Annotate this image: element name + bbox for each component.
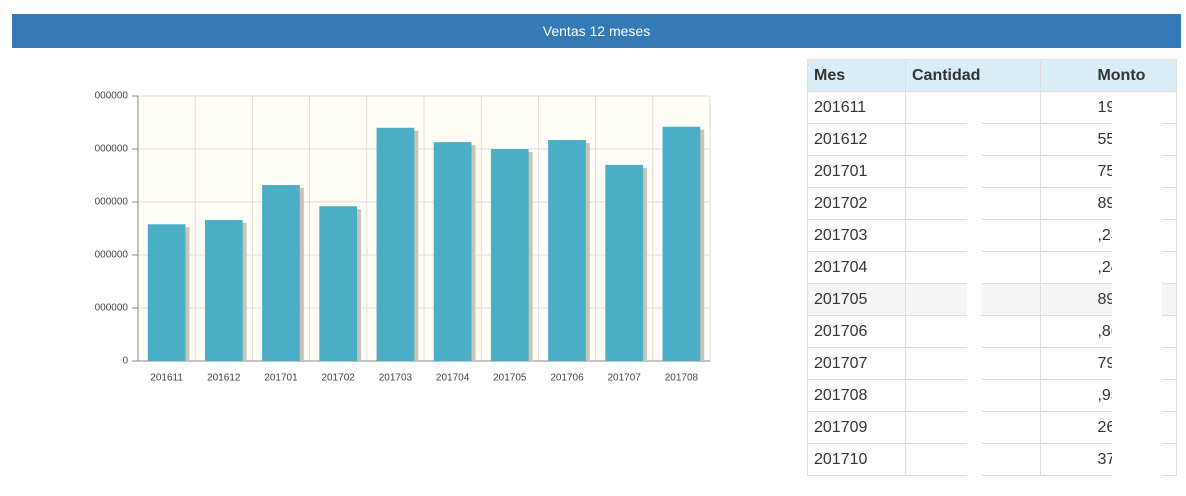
table-cell: 201611 [807, 91, 906, 124]
header-bar: Ventas 12 meses [12, 14, 1181, 48]
x-tick-label: 201707 [608, 373, 642, 384]
y-tick-label: 000000 [95, 144, 129, 155]
bar [147, 224, 186, 361]
bar [433, 142, 472, 361]
x-tick-label: 201612 [207, 373, 241, 384]
y-tick-label: 000000 [95, 250, 129, 261]
bar [376, 127, 415, 361]
overlay-mask [967, 92, 981, 488]
overlay-mask [1112, 92, 1162, 488]
table-cell: 201705 [807, 283, 906, 316]
y-tick-label: 000000 [95, 91, 129, 102]
bar [204, 220, 243, 361]
table-cell: 201703 [807, 219, 906, 252]
table-cell: 201707 [807, 347, 906, 380]
bar [262, 185, 300, 361]
bar [490, 149, 529, 361]
table-cell: 201612 [807, 123, 906, 156]
x-tick-label: 201703 [379, 373, 413, 384]
x-tick-label: 201611 [150, 373, 183, 384]
x-tick-label: 201704 [436, 373, 470, 384]
table-cell: 201701 [807, 155, 906, 188]
x-tick-label: 201708 [665, 373, 699, 384]
table-cell: 201709 [807, 411, 906, 444]
y-tick-label: 0 [122, 356, 128, 367]
table-cell: 201706 [807, 315, 906, 348]
column-header: Mes [807, 59, 906, 92]
table-cell: 201710 [807, 443, 906, 476]
x-tick-label: 201701 [264, 373, 298, 384]
column-header: Monto [1040, 59, 1178, 92]
table-cell: 201702 [807, 187, 906, 220]
bar [605, 164, 644, 361]
table-row: 2017052896 [807, 283, 1178, 316]
table-cell: 201708 [807, 379, 906, 412]
column-header: Cantidad [904, 59, 1042, 92]
bar [319, 206, 358, 361]
bar [548, 139, 586, 361]
y-tick-label: 000000 [95, 197, 129, 208]
x-tick-label: 201705 [493, 373, 527, 384]
table-cell: 201704 [807, 251, 906, 284]
y-tick-label: 000000 [95, 303, 129, 314]
bar [662, 126, 701, 362]
x-tick-label: 201702 [322, 373, 356, 384]
x-tick-label: 201706 [550, 373, 584, 384]
